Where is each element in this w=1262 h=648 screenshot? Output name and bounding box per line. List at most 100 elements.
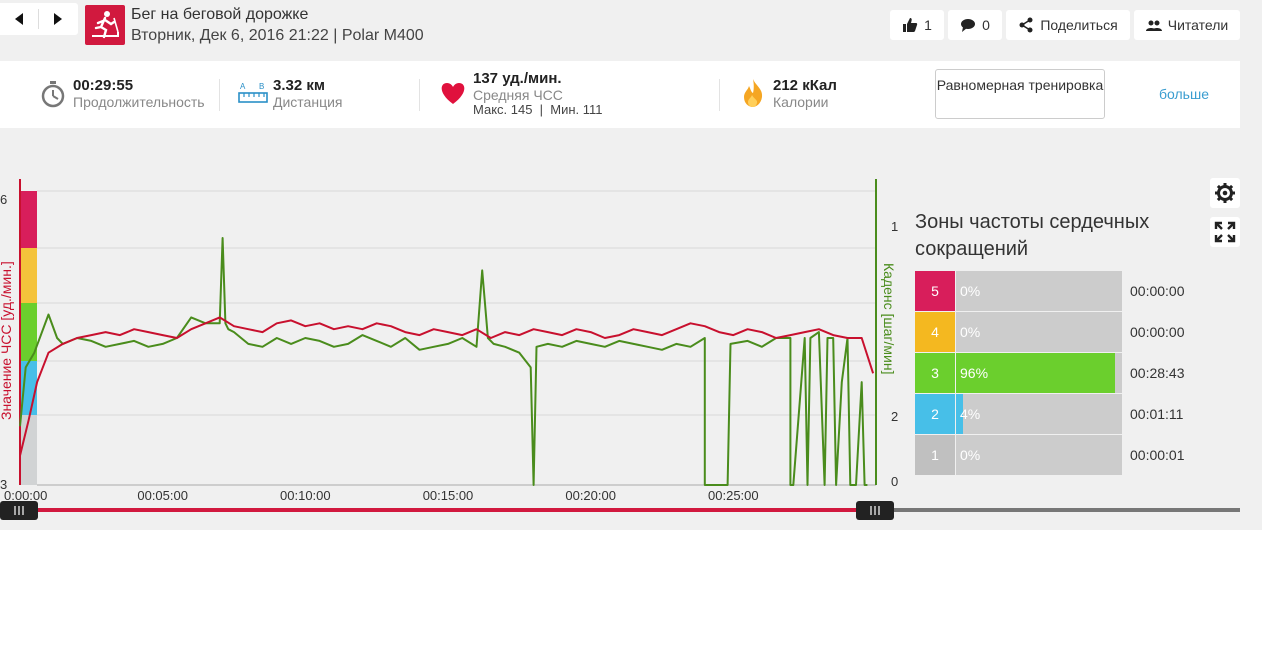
chart-settings-button[interactable] xyxy=(1210,178,1240,208)
zone-bar xyxy=(956,312,1122,352)
stats-divider xyxy=(419,79,420,111)
x-tick-label: 00:20:00 xyxy=(565,488,616,503)
chart-gridlines xyxy=(37,190,876,486)
zone-percentage: 4% xyxy=(960,406,981,422)
heart-rate-max-min: Макс. 145 | Мин. 111 xyxy=(473,102,603,117)
left-tick-bottom: 3 xyxy=(0,477,7,492)
workout-stats-bar: 00:29:55 Продолжительность A B 3.32 км Д… xyxy=(0,61,1240,128)
workout-chart: 6 3 1 2 0 Значение ЧСС [уд./мин.] Каденс… xyxy=(0,175,900,525)
gear-icon xyxy=(1215,183,1235,203)
heart-rate-series-line xyxy=(19,316,875,456)
previous-button[interactable] xyxy=(0,3,38,35)
stopwatch-icon xyxy=(41,81,65,108)
more-link[interactable]: больше xyxy=(1159,86,1209,102)
share-label: Поделиться xyxy=(1040,17,1118,33)
arrow-left-icon xyxy=(15,13,23,25)
zone-bar xyxy=(956,394,1122,434)
x-tick-label: 00:25:00 xyxy=(708,488,759,503)
share-button[interactable]: Поделиться xyxy=(1006,10,1130,40)
hr-zone-row-1: 1 0% 00:00:01 xyxy=(915,435,1215,475)
zone-number: 3 xyxy=(915,353,955,393)
zone-bar xyxy=(956,271,1122,311)
svg-text:B: B xyxy=(259,82,264,91)
hr-zones-title: Зоны частоты сердечных сокращений xyxy=(915,211,1150,260)
nav-divider xyxy=(38,9,39,29)
followers-label: Читатели xyxy=(1167,17,1229,33)
left-axis-label: Значение ЧСС [уд./мин.] xyxy=(0,261,14,420)
hr-zone-row-3: 3 96% 00:28:43 xyxy=(915,353,1215,393)
people-icon xyxy=(1145,20,1162,31)
zone-number: 1 xyxy=(915,435,955,475)
flame-icon xyxy=(744,79,763,107)
avg-heart-rate-value: 137 уд./мин. xyxy=(473,70,562,87)
right-tick-top: 1 xyxy=(891,219,898,234)
zone-bar xyxy=(956,435,1122,475)
zone-duration: 00:00:00 xyxy=(1130,283,1185,299)
page-title: Бег на беговой дорожке xyxy=(131,6,309,23)
heart-icon xyxy=(441,83,465,104)
x-tick-label: 00:05:00 xyxy=(137,488,188,503)
share-icon xyxy=(1019,17,1033,33)
navigation-arrows xyxy=(0,3,78,35)
chart-series xyxy=(19,237,875,486)
range-slider-left-handle[interactable] xyxy=(0,501,38,520)
cadence-series-line xyxy=(19,237,868,486)
like-button[interactable]: 1 xyxy=(890,10,944,40)
right-tick-mid: 2 xyxy=(891,409,898,424)
zone-percentage: 0% xyxy=(960,324,981,340)
fullscreen-button[interactable] xyxy=(1210,217,1240,247)
training-benefit-button[interactable]: Равномерная тренировка xyxy=(935,69,1105,119)
hr-cadence-chart: 6 3 1 2 0 Значение ЧСС [уд./мин.] Каденс… xyxy=(0,179,900,520)
thumbs-up-icon xyxy=(903,18,918,32)
workout-date-device: Вторник, Дек 6, 2016 21:22 | Polar M400 xyxy=(131,27,424,44)
calories-label: Калории xyxy=(773,94,829,110)
arrow-right-icon xyxy=(54,13,62,25)
treadmill-sport-icon xyxy=(85,5,125,45)
zone-duration: 00:28:43 xyxy=(1130,365,1185,381)
stats-divider xyxy=(219,79,220,111)
distance-ruler-icon: A B xyxy=(238,82,268,103)
svg-text:A: A xyxy=(240,82,246,91)
x-tick-label: 0:00:00 xyxy=(4,488,47,503)
distance-label: Дистанция xyxy=(273,94,343,110)
zone-bar xyxy=(956,353,1122,393)
right-axis-label: Каденс [шаг/мин] xyxy=(881,263,897,375)
x-tick-label: 00:10:00 xyxy=(280,488,331,503)
hr-zone-band-4 xyxy=(21,248,37,303)
duration-label: Продолжительность xyxy=(73,94,205,110)
comment-button[interactable]: 0 xyxy=(948,10,1002,40)
zone-duration: 00:00:00 xyxy=(1130,324,1185,340)
x-tick-label: 00:15:00 xyxy=(423,488,474,503)
next-button[interactable] xyxy=(39,3,77,35)
comment-icon xyxy=(961,19,976,32)
zone-percentage: 0% xyxy=(960,447,981,463)
zone-percentage: 96% xyxy=(960,365,989,381)
zone-bar-fill xyxy=(956,353,1116,393)
range-slider-track-right xyxy=(894,508,1240,512)
hr-zone-band-1 xyxy=(21,415,37,485)
zone-bar-fill xyxy=(956,394,963,434)
zone-duration: 00:01:11 xyxy=(1130,406,1184,422)
expand-icon xyxy=(1214,221,1236,243)
hr-zone-band-3 xyxy=(21,303,37,361)
comment-count: 0 xyxy=(982,17,990,33)
hr-zone-row-4: 4 0% 00:00:00 xyxy=(915,312,1215,352)
avg-heart-rate-label: Средняя ЧСС xyxy=(473,87,563,103)
left-tick-top: 6 xyxy=(0,192,7,207)
duration-value: 00:29:55 xyxy=(73,77,134,94)
hr-zone-band-5 xyxy=(21,191,37,248)
stats-divider xyxy=(719,79,720,111)
followers-button[interactable]: Читатели xyxy=(1134,10,1240,40)
zone-number: 2 xyxy=(915,394,955,434)
right-tick-bottom: 0 xyxy=(891,474,898,489)
zone-duration: 00:00:01 xyxy=(1130,447,1185,463)
zone-number: 4 xyxy=(915,312,955,352)
zone-percentage: 0% xyxy=(960,283,981,299)
like-count: 1 xyxy=(924,17,932,33)
hr-zone-row-5: 5 0% 00:00:00 xyxy=(915,271,1215,311)
calories-value: 212 кКал xyxy=(773,77,837,94)
range-slider-right-handle[interactable] xyxy=(856,501,894,520)
x-axis-ticks: 0:00:00 00:05:00 00:10:00 00:15:00 00:20:00 0… xyxy=(4,488,759,503)
distance-value: 3.32 км xyxy=(273,77,325,94)
hr-zone-row-2: 2 4% 00:01:11 xyxy=(915,394,1215,434)
